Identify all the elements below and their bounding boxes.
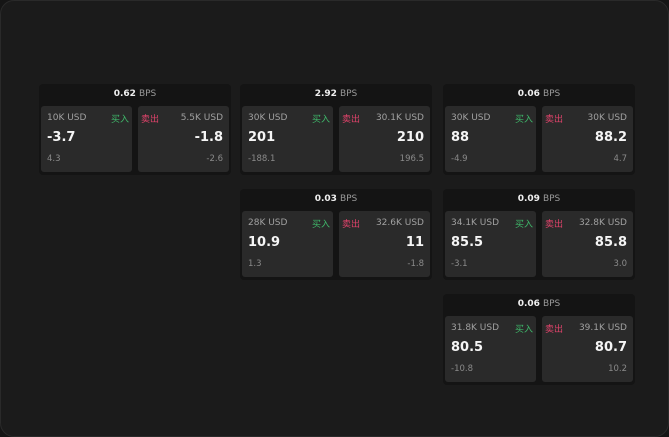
spread-header: 0.03 BPS (240, 189, 432, 210)
buy-price: -3.7 (47, 130, 76, 145)
sell-label: 卖出 (141, 115, 160, 125)
sell-change: -1.8 (407, 259, 424, 269)
spread-header: 2.92 BPS (240, 84, 432, 105)
buy-quantity: 10K USD (47, 113, 87, 123)
sell-price: 11 (405, 235, 424, 250)
buy-quantity: 34.1K USD (451, 218, 500, 228)
sell-price: 85.8 (594, 235, 627, 250)
sell-quantity: 5.5K USD (180, 113, 223, 123)
sell-quantity: 39.1K USD (578, 323, 627, 333)
buy-label: 买入 (311, 220, 330, 230)
buy-change: -4.9 (451, 154, 468, 164)
sell-change: 4.7 (613, 154, 627, 164)
sell-price: 80.7 (594, 340, 627, 355)
sell-quantity: 30K USD (587, 113, 627, 123)
buy-quote-box[interactable]: 34.1K USD 买入 85.5 -3.1 (445, 211, 536, 277)
spread-value: 0.06 (517, 89, 540, 99)
buy-price: 201 (248, 130, 276, 145)
sell-change: 196.5 (399, 154, 424, 164)
sell-quantity: 32.8K USD (578, 218, 627, 228)
sell-label: 卖出 (342, 115, 361, 125)
sell-label: 卖出 (545, 325, 564, 335)
buy-label: 买入 (514, 115, 533, 125)
sell-label: 卖出 (545, 220, 564, 230)
buy-price: 85.5 (451, 235, 484, 250)
sell-quote-box[interactable]: 30.1K USD 卖出 210 196.5 (339, 106, 430, 172)
buy-price: 88 (451, 130, 470, 145)
sell-quantity: 32.6K USD (375, 218, 424, 228)
sell-quote-box[interactable]: 5.5K USD 卖出 -1.8 -2.6 (138, 106, 229, 172)
sell-change: -2.6 (206, 154, 223, 164)
buy-label: 买入 (514, 220, 533, 230)
spread-unit: BPS (339, 194, 358, 204)
spread-header: 0.09 BPS (443, 189, 635, 210)
quote-card: 0.03 BPS 28K USD 买入 10.9 1.3 32.6K USD 卖出… (240, 189, 432, 280)
buy-quote-box[interactable]: 30K USD 买入 88 -4.9 (445, 106, 536, 172)
buy-price: 80.5 (451, 340, 484, 355)
buy-label: 买入 (110, 115, 129, 125)
buy-change: -188.1 (248, 154, 276, 164)
quote-card: 2.92 BPS 30K USD 买入 201 -188.1 30.1K USD … (240, 84, 432, 175)
buy-label: 买入 (514, 325, 533, 335)
quote-card: 0.62 BPS 10K USD 买入 -3.7 4.3 5.5K USD 卖出 … (39, 84, 231, 175)
sell-price: 210 (396, 130, 424, 145)
sell-quote-box[interactable]: 30K USD 卖出 88.2 4.7 (542, 106, 633, 172)
sell-change: 3.0 (613, 259, 627, 269)
spread-header: 0.06 BPS (443, 294, 635, 315)
quote-card: 0.09 BPS 34.1K USD 买入 85.5 -3.1 32.8K USD… (443, 189, 635, 280)
buy-quote-box[interactable]: 28K USD 买入 10.9 1.3 (242, 211, 333, 277)
spread-value: 0.62 (113, 89, 136, 99)
sell-quote-box[interactable]: 32.8K USD 卖出 85.8 3.0 (542, 211, 633, 277)
buy-quantity: 28K USD (248, 218, 288, 228)
spread-unit: BPS (339, 89, 358, 99)
buy-quantity: 31.8K USD (451, 323, 500, 333)
quote-card: 0.06 BPS 31.8K USD 买入 80.5 -10.8 39.1K US… (443, 294, 635, 385)
buy-quantity: 30K USD (451, 113, 491, 123)
sell-change: 10.2 (608, 364, 627, 374)
sell-price: 88.2 (594, 130, 627, 145)
buy-change: -10.8 (451, 364, 473, 374)
spread-unit: BPS (542, 89, 561, 99)
buy-quote-box[interactable]: 30K USD 买入 201 -188.1 (242, 106, 333, 172)
sell-quote-box[interactable]: 32.6K USD 卖出 11 -1.8 (339, 211, 430, 277)
spread-value: 0.03 (314, 194, 337, 204)
sell-label: 卖出 (342, 220, 361, 230)
sell-label: 卖出 (545, 115, 564, 125)
buy-quote-box[interactable]: 31.8K USD 买入 80.5 -10.8 (445, 316, 536, 382)
sell-quote-box[interactable]: 39.1K USD 卖出 80.7 10.2 (542, 316, 633, 382)
spread-value: 0.06 (517, 299, 540, 309)
buy-price: 10.9 (248, 235, 281, 250)
buy-change: 1.3 (248, 259, 262, 269)
spread-unit: BPS (542, 299, 561, 309)
sell-price: -1.8 (194, 130, 223, 145)
buy-quote-box[interactable]: 10K USD 买入 -3.7 4.3 (41, 106, 132, 172)
spread-value: 2.92 (314, 89, 337, 99)
buy-change: -3.1 (451, 259, 468, 269)
buy-quantity: 30K USD (248, 113, 288, 123)
buy-change: 4.3 (47, 154, 61, 164)
sell-quantity: 30.1K USD (375, 113, 424, 123)
spread-unit: BPS (542, 194, 561, 204)
buy-label: 买入 (311, 115, 330, 125)
quote-card: 0.06 BPS 30K USD 买入 88 -4.9 30K USD 卖出 88… (443, 84, 635, 175)
spread-header: 0.62 BPS (39, 84, 231, 105)
spread-unit: BPS (138, 89, 157, 99)
spread-header: 0.06 BPS (443, 84, 635, 105)
spread-value: 0.09 (517, 194, 540, 204)
